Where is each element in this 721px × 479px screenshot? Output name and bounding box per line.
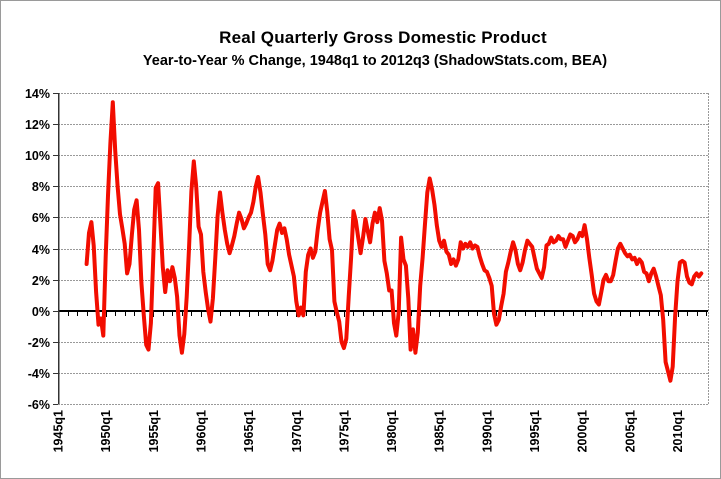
y-axis-label: -6% [28,398,50,412]
chart-title: Real Quarterly Gross Domestic Product [219,28,547,47]
x-axis-label: 2000q1 [576,410,590,452]
y-axis-label: 12% [25,118,50,132]
x-axis-label: 1980q1 [385,410,399,452]
x-axis-label: 1965q1 [242,410,256,452]
x-axis-label: 2010q1 [671,410,685,452]
x-axis-label: 1960q1 [194,410,208,452]
x-axis-label: 1995q1 [528,410,542,452]
x-axis-label: 2005q1 [623,410,637,452]
chart-subtitle: Year-to-Year % Change, 1948q1 to 2012q3 … [142,53,608,69]
gdp-yoy-line [84,100,704,383]
y-axis-label: 8% [32,180,50,194]
y-axis-label: -4% [28,367,50,381]
y-axis-label: 6% [32,211,50,225]
y-axis-label: 10% [25,149,50,163]
y-axis-label: -2% [28,336,50,350]
x-axis-label: 1945q1 [52,410,66,452]
x-axis-label: 1950q1 [99,410,113,452]
x-axis-label: 1975q1 [337,410,351,452]
x-axis-label: 1955q1 [147,410,161,452]
y-axis-label: 4% [32,243,50,257]
x-axis-label: 1970q1 [290,410,304,452]
x-axis-label: 1990q1 [480,410,494,452]
y-axis-label: 2% [32,274,50,288]
y-axis-label: 14% [25,87,50,101]
x-axis-label: 1985q1 [433,410,447,452]
y-axis-label: 0% [32,305,50,319]
